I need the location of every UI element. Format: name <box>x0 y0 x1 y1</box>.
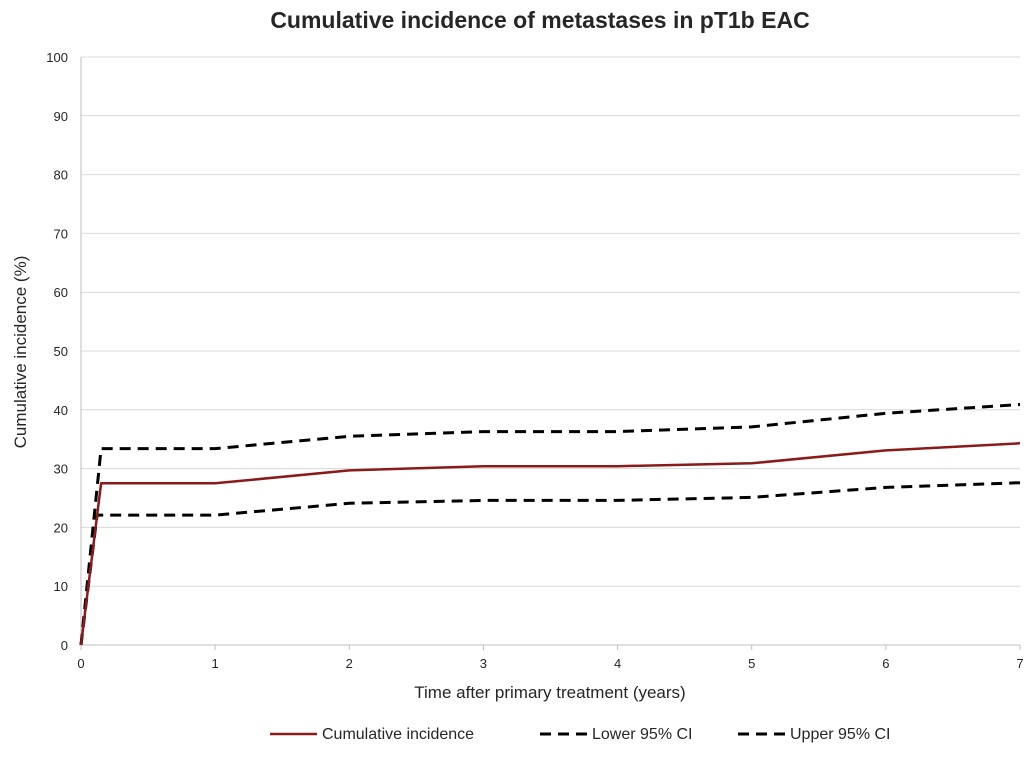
y-tick-label: 40 <box>54 403 68 418</box>
y-axis-label: Cumulative incidence (%) <box>11 256 30 449</box>
legend: Cumulative incidence Lower 95% CI Upper 95… <box>270 726 891 743</box>
y-tick-label: 30 <box>54 462 68 477</box>
legend-label-lower-95-ci: Lower 95% CI <box>592 726 693 743</box>
y-tick-label: 10 <box>54 579 68 594</box>
axes: 0 10 20 30 40 50 60 70 80 90 100 0 1 2 3 4 5 6 7 <box>46 50 1023 671</box>
y-tick-label: 0 <box>61 638 68 653</box>
y-tick-label: 90 <box>54 109 68 124</box>
x-tick-label: 4 <box>614 656 621 671</box>
gridlines <box>81 56 1020 587</box>
y-tick-label: 100 <box>46 50 68 65</box>
y-tick-label: 20 <box>54 520 68 535</box>
x-tick-label: 0 <box>77 656 84 671</box>
legend-label-cumulative-incidence: Cumulative incidence <box>322 726 474 743</box>
legend-label-upper-95-ci: Upper 95% CI <box>790 726 891 743</box>
x-tick-label: 1 <box>212 656 219 671</box>
y-tick-label: 60 <box>54 285 68 300</box>
x-tick-label: 2 <box>346 656 353 671</box>
y-tick-label: 70 <box>54 226 68 241</box>
x-tick-label: 7 <box>1016 656 1023 671</box>
series-line-upper-95-ci <box>79 403 1021 646</box>
y-tick-label: 50 <box>54 344 68 359</box>
x-axis-label: Time after primary treatment (years) <box>414 683 685 702</box>
x-tick-label: 5 <box>748 656 755 671</box>
series-lines <box>79 403 1021 646</box>
x-tick-label: 6 <box>882 656 889 671</box>
series-line-lower-95-ci <box>79 481 1021 646</box>
chart-title: Cumulative incidence of metastases in pT… <box>270 7 809 33</box>
y-tick-label: 80 <box>54 168 68 183</box>
series-line-cumulative-incidence <box>79 442 1021 646</box>
x-tick-label: 3 <box>480 656 487 671</box>
